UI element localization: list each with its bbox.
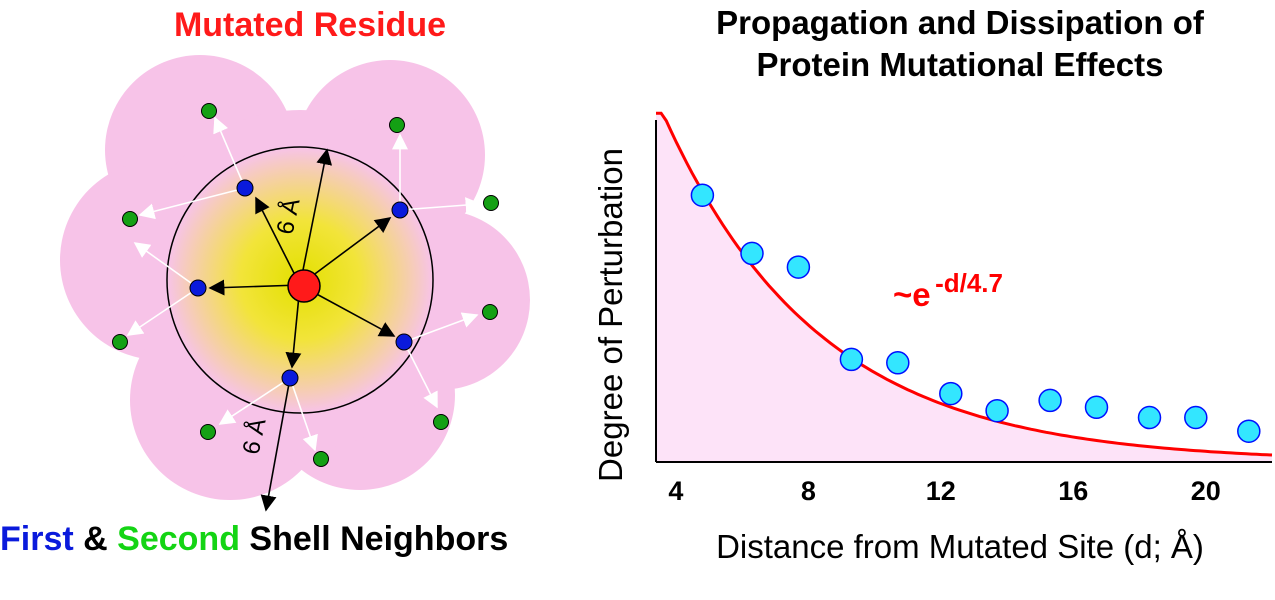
data-point: [1038, 388, 1062, 413]
x-tick-label: 8: [801, 476, 816, 506]
data-point: [985, 398, 1009, 423]
chart-title: Propagation and Dissipation of Protein M…: [640, 2, 1275, 86]
data-point: [1184, 405, 1208, 430]
x-tick-label: 20: [1191, 476, 1221, 506]
data-point: [1237, 419, 1261, 443]
chart-title-line1: Propagation and Dissipation of: [716, 4, 1204, 41]
legend-rest: Shell Neighbors: [249, 520, 509, 558]
shell-diagram: 6 Å 6 Å: [60, 55, 530, 512]
data-point: [1137, 405, 1162, 430]
x-axis-label: Distance from Mutated Site (d; Å): [716, 528, 1204, 565]
x-tick-label: 4: [668, 476, 683, 506]
fit-annotation-base: ~e: [893, 276, 931, 313]
data-point: [886, 351, 910, 375]
shell-legend: First & Second Shell Neighbors: [0, 520, 600, 559]
fit-annotation-exponent: -d/4.7: [935, 268, 1003, 298]
data-point: [690, 183, 715, 207]
first-shell-neighbor: [189, 179, 413, 387]
y-axis-label: Degree of Perturbation: [592, 148, 629, 482]
fit-curve: [656, 111, 1273, 457]
data-point: [839, 347, 864, 372]
x-tick-label: 12: [926, 476, 956, 506]
second-shell-neighbor: [112, 103, 499, 467]
legend-and: &: [83, 520, 108, 558]
fit-annotation: ~e -d/4.7: [893, 268, 1003, 313]
legend-second: Second: [117, 520, 240, 558]
diagram-title: Mutated Residue: [173, 6, 447, 44]
x-tick-label: 16: [1058, 476, 1088, 506]
data-point: [1084, 395, 1109, 420]
mutated-residue: [287, 269, 321, 303]
legend-first: First: [0, 520, 74, 558]
data-point: [786, 255, 811, 279]
second-shell-arrows: [126, 116, 482, 452]
chart-area-fill: [656, 113, 1272, 462]
data-point: [740, 241, 764, 266]
radius-arrows: [260, 148, 333, 512]
chart-title-line2: Protein Mutational Effects: [756, 46, 1164, 83]
data-point: [939, 381, 963, 406]
